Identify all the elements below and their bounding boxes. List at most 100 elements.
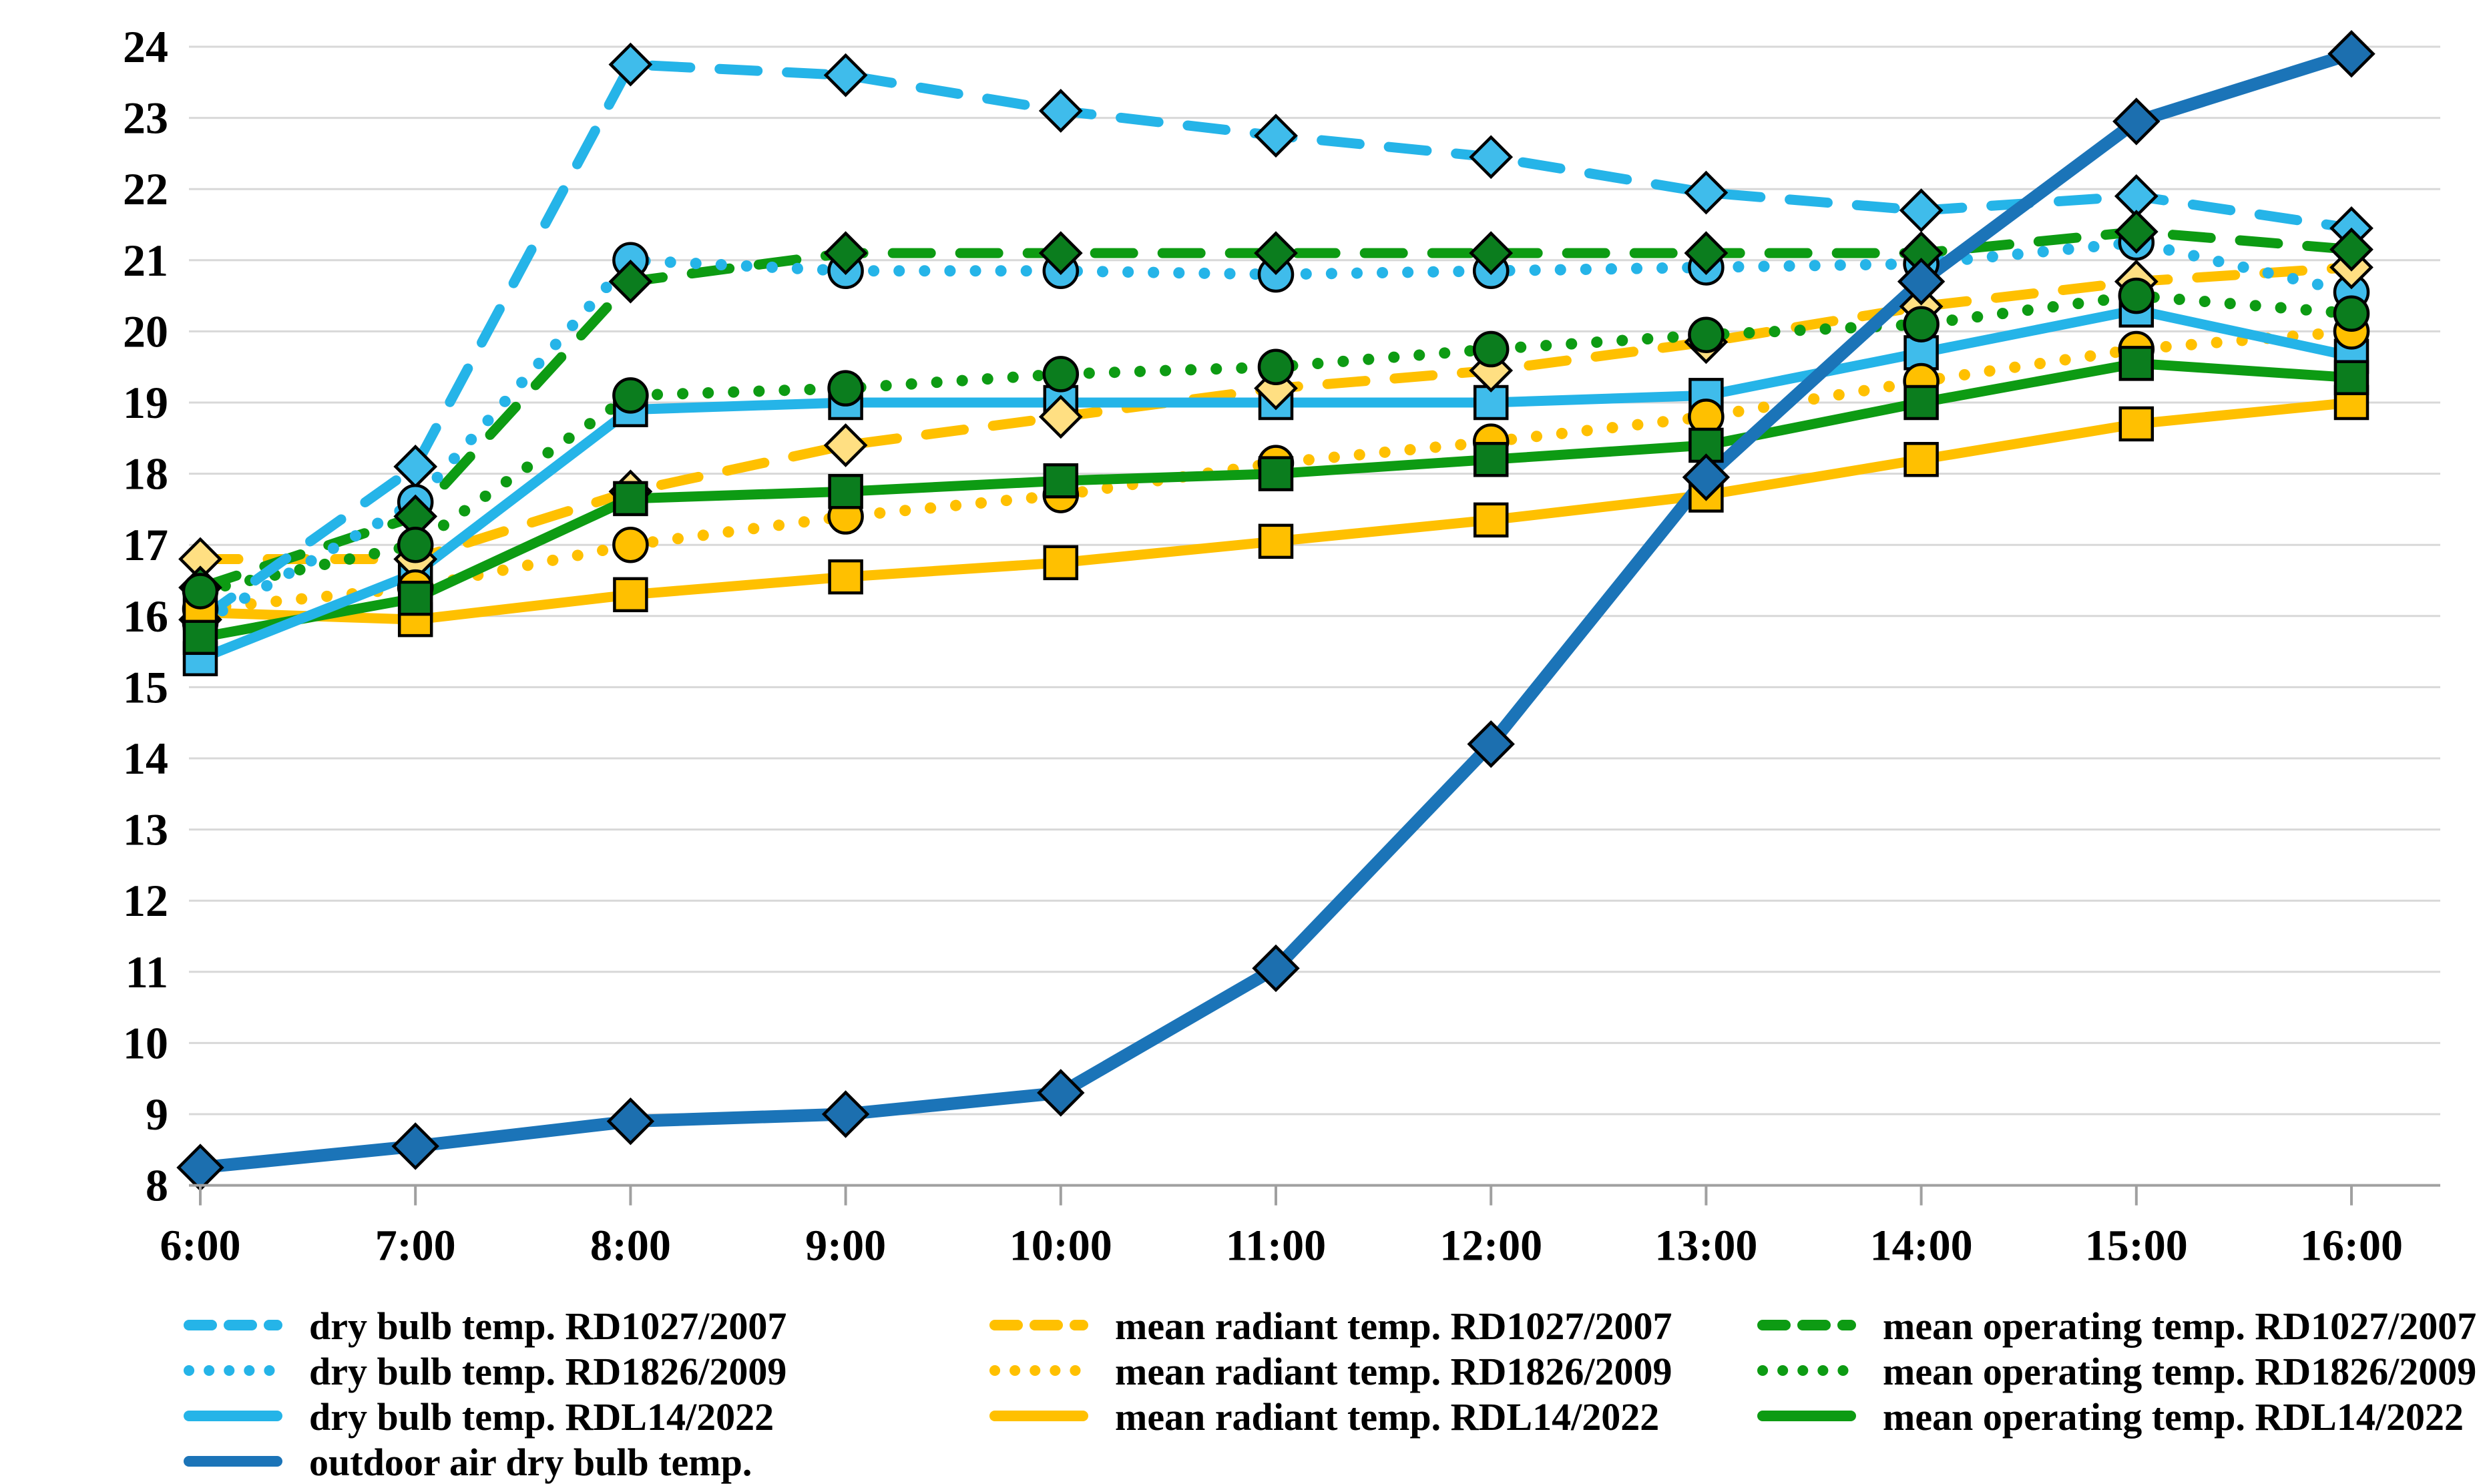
marker-outdoor-air-dry-bulb-temp-10:00 bbox=[1037, 1069, 1085, 1117]
y-tick-label-23: 23 bbox=[123, 93, 168, 144]
series-line-mean-radiant-temp-rd1826-2009 bbox=[194, 325, 2357, 615]
marker-mean-operating-temp-rdl14-2022-9:00 bbox=[828, 474, 863, 509]
legend-item-mean-operating-temp-rdl14-2022: mean operating temp. RDL14/2022 bbox=[1757, 1395, 2464, 1439]
marker-mean-radiant-temp-rdl14-2022-14:00 bbox=[1903, 442, 1939, 477]
marker-mean-operating-temp-rd1826-2009-11:00 bbox=[1257, 348, 1295, 385]
x-tick-label-15:00: 15:00 bbox=[2085, 1222, 2188, 1270]
marker-mean-operating-temp-rd1826-2009-15:00 bbox=[2118, 277, 2155, 314]
y-tick-label-24: 24 bbox=[123, 21, 168, 72]
legend-item-mean-radiant-temp-rdl14-2022: mean radiant temp. RDL14/2022 bbox=[989, 1395, 1659, 1439]
y-tick-label-17: 17 bbox=[123, 519, 168, 570]
marker-mean-operating-temp-rdl14-2022-11:00 bbox=[1258, 456, 1294, 491]
marker-dry-bulb-temp-rd1027-2007-9:00 bbox=[823, 53, 868, 97]
y-tick-label-22: 22 bbox=[123, 164, 168, 214]
legend-label-dry-bulb-temp-rd1027-2007: dry bulb temp. RD1027/2007 bbox=[309, 1304, 786, 1348]
marker-dry-bulb-temp-rd1027-2007-13:00 bbox=[1684, 170, 1729, 215]
legend-item-dry-bulb-temp-rd1826-2009: dry bulb temp. RD1826/2009 bbox=[184, 1350, 786, 1393]
marker-mean-operating-temp-rd1826-2009-12:00 bbox=[1472, 330, 1510, 368]
y-tick-label-16: 16 bbox=[123, 591, 168, 642]
x-tick-label-13:00: 13:00 bbox=[1654, 1222, 1757, 1270]
legend-label-mean-radiant-temp-rd1027-2007: mean radiant temp. RD1027/2007 bbox=[1115, 1304, 1672, 1348]
marker-mean-operating-temp-rdl14-2022-6:00 bbox=[182, 620, 218, 656]
x-tick-label-6:00: 6:00 bbox=[160, 1222, 241, 1270]
marker-dry-bulb-temp-rd1027-2007-10:00 bbox=[1038, 89, 1083, 133]
x-tick-label-10:00: 10:00 bbox=[1009, 1222, 1112, 1270]
legend-item-dry-bulb-temp-rd1027-2007: dry bulb temp. RD1027/2007 bbox=[184, 1304, 786, 1348]
y-tick-label-12: 12 bbox=[123, 875, 168, 926]
marker-mean-operating-temp-rdl14-2022-16:00 bbox=[2333, 360, 2369, 395]
legend-label-dry-bulb-temp-rdl14-2022: dry bulb temp. RDL14/2022 bbox=[309, 1395, 774, 1439]
legend-item-outdoor-air-dry-bulb-temp: outdoor air dry bulb temp. bbox=[184, 1441, 752, 1484]
marker-outdoor-air-dry-bulb-temp-16:00 bbox=[2327, 29, 2375, 78]
marker-outdoor-air-dry-bulb-temp-11:00 bbox=[1252, 944, 1300, 993]
marker-mean-radiant-temp-rdl14-2022-9:00 bbox=[828, 559, 863, 595]
marker-dry-bulb-temp-rd1027-2007-8:00 bbox=[608, 42, 653, 87]
marker-outdoor-air-dry-bulb-temp-6:00 bbox=[176, 1144, 224, 1192]
marker-dry-bulb-temp-rd1027-2007-7:00 bbox=[393, 445, 438, 489]
marker-mean-operating-temp-rd1027-2007-13:00 bbox=[1684, 231, 1729, 276]
marker-mean-radiant-temp-rd1826-2009-8:00 bbox=[612, 526, 649, 563]
y-tick-label-20: 20 bbox=[123, 306, 168, 356]
marker-mean-operating-temp-rd1027-2007-11:00 bbox=[1254, 231, 1298, 276]
y-tick-label-11: 11 bbox=[126, 947, 168, 997]
marker-mean-operating-temp-rdl14-2022-10:00 bbox=[1043, 463, 1079, 499]
x-tick-label-11:00: 11:00 bbox=[1226, 1222, 1326, 1270]
legend-label-mean-radiant-temp-rdl14-2022: mean radiant temp. RDL14/2022 bbox=[1115, 1395, 1659, 1439]
marker-mean-operating-temp-rd1027-2007-7:00 bbox=[393, 494, 438, 539]
y-tick-label-14: 14 bbox=[123, 733, 168, 784]
marker-mean-operating-temp-rd1826-2009-9:00 bbox=[827, 370, 864, 407]
marker-outdoor-air-dry-bulb-temp-9:00 bbox=[821, 1090, 870, 1138]
y-tick-label-19: 19 bbox=[123, 377, 168, 428]
marker-mean-operating-temp-rdl14-2022-14:00 bbox=[1903, 385, 1939, 421]
marker-mean-operating-temp-rd1826-2009-6:00 bbox=[182, 573, 219, 609]
x-tick-label-7:00: 7:00 bbox=[375, 1222, 456, 1270]
y-tick-label-8: 8 bbox=[146, 1160, 168, 1211]
marker-mean-operating-temp-rd1027-2007-14:00 bbox=[1899, 231, 1944, 276]
y-tick-label-13: 13 bbox=[123, 804, 168, 855]
marker-mean-operating-temp-rd1826-2009-13:00 bbox=[1688, 316, 1725, 353]
marker-mean-operating-temp-rd1027-2007-16:00 bbox=[2329, 227, 2373, 272]
marker-mean-radiant-temp-rdl14-2022-8:00 bbox=[613, 577, 648, 613]
marker-outdoor-air-dry-bulb-temp-15:00 bbox=[2112, 97, 2161, 146]
marker-mean-operating-temp-rdl14-2022-12:00 bbox=[1473, 442, 1509, 477]
legend-label-mean-operating-temp-rdl14-2022: mean operating temp. RDL14/2022 bbox=[1883, 1395, 2464, 1439]
marker-outdoor-air-dry-bulb-temp-7:00 bbox=[391, 1122, 439, 1170]
marker-mean-operating-temp-rd1027-2007-8:00 bbox=[608, 259, 653, 304]
marker-outdoor-air-dry-bulb-temp-14:00 bbox=[1897, 258, 1946, 306]
y-tick-label-21: 21 bbox=[123, 235, 168, 286]
marker-mean-operating-temp-rd1826-2009-8:00 bbox=[612, 377, 649, 414]
marker-outdoor-air-dry-bulb-temp-12:00 bbox=[1467, 720, 1515, 768]
marker-mean-radiant-temp-rd1027-2007-10:00 bbox=[1038, 395, 1083, 439]
marker-mean-operating-temp-rd1027-2007-15:00 bbox=[2114, 210, 2159, 254]
x-tick-label-12:00: 12:00 bbox=[1439, 1222, 1542, 1270]
marker-outdoor-air-dry-bulb-temp-8:00 bbox=[606, 1097, 655, 1146]
x-tick-label-16:00: 16:00 bbox=[2300, 1222, 2403, 1270]
legend-label-mean-operating-temp-rd1027-2007: mean operating temp. RD1027/2007 bbox=[1883, 1304, 2476, 1348]
marker-dry-bulb-temp-rd1027-2007-15:00 bbox=[2114, 174, 2159, 218]
marker-mean-radiant-temp-rdl14-2022-15:00 bbox=[2118, 406, 2155, 442]
marker-mean-operating-temp-rdl14-2022-8:00 bbox=[613, 481, 648, 517]
marker-mean-operating-temp-rd1826-2009-14:00 bbox=[1903, 306, 1940, 342]
marker-mean-operating-temp-rd1027-2007-10:00 bbox=[1038, 231, 1083, 276]
marker-dry-bulb-temp-rd1027-2007-11:00 bbox=[1254, 113, 1298, 158]
legend-item-dry-bulb-temp-rdl14-2022: dry bulb temp. RDL14/2022 bbox=[184, 1395, 774, 1439]
marker-mean-operating-temp-rd1826-2009-7:00 bbox=[397, 526, 434, 563]
marker-mean-operating-temp-rdl14-2022-7:00 bbox=[397, 580, 433, 616]
legend-label-dry-bulb-temp-rd1826-2009: dry bulb temp. RD1826/2009 bbox=[309, 1350, 786, 1393]
marker-mean-operating-temp-rd1826-2009-10:00 bbox=[1042, 356, 1080, 393]
marker-mean-operating-temp-rdl14-2022-15:00 bbox=[2118, 346, 2155, 381]
x-tick-label-9:00: 9:00 bbox=[805, 1222, 886, 1270]
marker-mean-radiant-temp-rdl14-2022-10:00 bbox=[1043, 545, 1079, 581]
marker-mean-operating-temp-rd1826-2009-16:00 bbox=[2333, 295, 2370, 332]
y-tick-label-15: 15 bbox=[123, 662, 168, 712]
legend-label-mean-operating-temp-rd1826-2009: mean operating temp. RD1826/2009 bbox=[1883, 1350, 2476, 1393]
x-tick-label-14:00: 14:00 bbox=[1870, 1222, 1973, 1270]
y-tick-label-18: 18 bbox=[123, 449, 168, 499]
y-tick-label-10: 10 bbox=[123, 1017, 168, 1068]
legend-label-mean-radiant-temp-rd1826-2009: mean radiant temp. RD1826/2009 bbox=[1115, 1350, 1672, 1393]
legend-item-mean-operating-temp-rd1826-2009: mean operating temp. RD1826/2009 bbox=[1757, 1350, 2476, 1393]
y-tick-label-9: 9 bbox=[146, 1089, 168, 1140]
marker-mean-radiant-temp-rdl14-2022-12:00 bbox=[1473, 502, 1509, 538]
